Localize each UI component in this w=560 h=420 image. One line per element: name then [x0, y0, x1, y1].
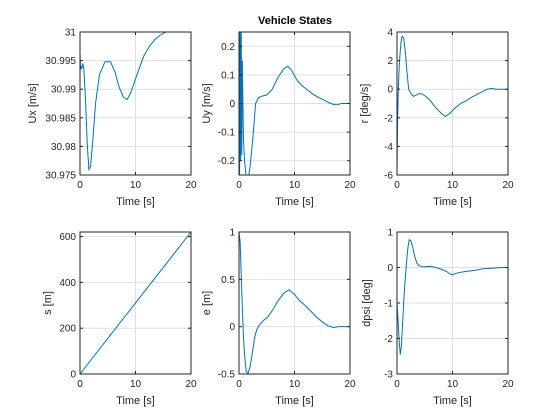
y-tick-label: 0	[70, 370, 76, 381]
y-tick-label: 0.2	[221, 42, 235, 53]
subplot-6: 0 10 20 -3 -2 -1 0 1 Time [s] dpsi [deg]	[361, 228, 514, 408]
y-tick-label: 1	[229, 228, 235, 239]
y-tick-label: 30.985	[45, 113, 76, 124]
y-tick-label: 600	[59, 232, 76, 243]
y-tick-label: 0	[387, 85, 393, 96]
x-tick-label: 20	[185, 180, 197, 191]
y-tick-label: 0.1	[221, 70, 235, 81]
y-tick-label: -1	[384, 299, 393, 310]
x-tick-label: 0	[77, 180, 83, 191]
data-series-line	[397, 35, 508, 173]
y-axis-label: dpsi [deg]	[361, 279, 373, 327]
figure-title: Vehicle States	[258, 15, 332, 27]
data-series-line	[239, 232, 350, 374]
y-axis-label: Ux [m/s]	[27, 83, 39, 123]
y-tick-label: 400	[59, 278, 76, 289]
tick-marks	[396, 31, 509, 176]
data-series-line	[80, 232, 191, 374]
y-tick-label: 200	[59, 324, 76, 335]
y-tick-label: 0	[229, 99, 235, 110]
x-tick-label: 10	[130, 379, 142, 390]
tick-marks	[396, 231, 509, 375]
x-tick-label: 0	[394, 379, 400, 390]
x-tick-label: 10	[447, 379, 459, 390]
tick-marks	[238, 231, 351, 375]
y-tick-label: -4	[384, 142, 393, 153]
y-tick-label: -0.2	[218, 156, 236, 167]
x-axis-label: Time [s]	[116, 395, 155, 407]
y-tick-label: -3	[384, 370, 393, 381]
y-tick-label: 1	[387, 228, 393, 239]
y-axis-label: e [m]	[201, 291, 213, 315]
tick-marks	[79, 232, 192, 375]
y-tick-label: 30.975	[45, 171, 76, 182]
data-series-line	[239, 32, 350, 175]
y-tick-label: -0.5	[218, 370, 236, 381]
y-tick-label: 4	[387, 28, 393, 39]
x-axis-label: Time [s]	[275, 395, 314, 407]
tick-marks	[79, 31, 192, 176]
x-tick-label: 0	[236, 180, 242, 191]
x-tick-label: 20	[502, 180, 514, 191]
y-tick-label: 30.995	[45, 56, 76, 67]
x-axis-label: Time [s]	[433, 196, 472, 208]
x-tick-label: 10	[447, 180, 459, 191]
y-tick-label: 30.99	[51, 85, 76, 96]
x-tick-label: 0	[394, 180, 400, 191]
y-tick-label: 30.98	[51, 142, 76, 153]
y-tick-label: -6	[384, 171, 393, 182]
y-tick-label: 0	[229, 322, 235, 333]
y-tick-label: -0.1	[218, 128, 236, 139]
y-tick-label: 31	[65, 28, 77, 39]
subplot-2: 0 10 20 -0.2 -0.1 0 0.1 0.2 Time [s] Uy [m/s]	[201, 31, 356, 208]
x-axis-label: Time [s]	[275, 196, 314, 208]
x-tick-label: 0	[77, 379, 83, 390]
x-tick-label: 10	[130, 180, 142, 191]
y-axis-label: r [deg/s]	[359, 84, 371, 124]
x-tick-label: 20	[344, 379, 356, 390]
x-tick-label: 10	[289, 379, 301, 390]
y-tick-label: -2	[384, 113, 393, 124]
x-axis-label: Time [s]	[116, 196, 155, 208]
y-axis-label: Uy [m/s]	[201, 83, 213, 123]
x-tick-label: 20	[344, 180, 356, 191]
y-axis-label: s [m]	[42, 291, 54, 315]
x-tick-label: 20	[502, 379, 514, 390]
x-tick-label: 10	[289, 180, 301, 191]
x-axis-label: Time [s]	[433, 395, 472, 407]
y-tick-label: 2	[387, 56, 393, 67]
subplot-3: 0 10 20 -6 -4 -2 0 2 4 Time [s] r [deg/s]	[359, 28, 514, 209]
x-tick-label: 0	[236, 379, 242, 390]
data-series-line	[397, 238, 508, 355]
x-tick-label: 20	[185, 379, 197, 390]
tick-marks	[238, 32, 351, 175]
y-tick-label: -2	[384, 334, 393, 345]
subplot-1: 0 10 20 30.975 30.98 30.985 30.99 30.995 31 Time …	[27, 28, 197, 209]
y-tick-label: 0	[387, 263, 393, 274]
y-tick-label: 0.5	[221, 275, 235, 286]
